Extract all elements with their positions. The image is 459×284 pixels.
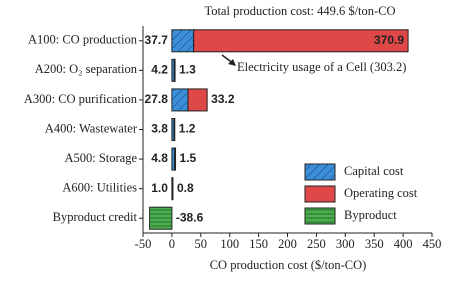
annotation-text: Electricity usage of a Cell (303.2): [237, 60, 406, 74]
x-tick-label: 50: [195, 237, 208, 251]
value-label: 370.9: [374, 33, 404, 47]
legend-label: Byproduct: [344, 208, 397, 222]
x-tick-label: 450: [423, 237, 442, 251]
legend-hatch: [305, 208, 335, 224]
bar-hatch: [171, 148, 175, 171]
value-label: 33.2: [211, 92, 235, 106]
x-tick-label: 0: [169, 237, 175, 251]
x-tick-label: 150: [249, 237, 268, 251]
value-label: 27.8: [145, 92, 169, 106]
legend-hatch: [305, 164, 335, 180]
y-tick-label: A300: CO purification: [24, 92, 138, 106]
value-label: 1.5: [180, 151, 197, 165]
x-tick-label: 300: [336, 237, 355, 251]
value-label: 4.2: [151, 63, 168, 77]
bar-hatch: [171, 59, 175, 82]
value-label: 1.0: [151, 181, 168, 195]
value-label: 4.8: [151, 151, 168, 165]
bar-segment: [174, 147, 177, 171]
y-tick-label: A200: O₂ separation: [35, 62, 138, 76]
value-label: 1.2: [179, 122, 196, 136]
y-tick-label: A100: CO production: [28, 33, 138, 47]
value-label: 37.7: [145, 33, 169, 47]
value-label: 0.8: [177, 181, 194, 195]
bar-segment: [173, 58, 176, 82]
bar-segment: [193, 29, 409, 53]
x-tick-label: 100: [220, 237, 239, 251]
y-tick-label: A500: Storage: [64, 151, 137, 165]
bar-hatch: [171, 29, 194, 52]
y-tick-label: A400: Wastewater: [45, 121, 138, 135]
chart-title: Total production cost: 449.6 $/ton-CO: [204, 4, 395, 18]
x-tick-label: 200: [278, 237, 297, 251]
x-tick-label: -50: [135, 237, 152, 251]
legend-label: Operating cost: [344, 186, 418, 200]
legend-label: Capital cost: [344, 164, 404, 178]
annotation-arrow-head: [228, 59, 236, 66]
x-tick-label: 250: [307, 237, 326, 251]
y-tick-label: Byproduct credit: [53, 210, 138, 224]
bar-hatch: [171, 88, 188, 111]
bar-segment: [173, 118, 176, 141]
bar-segment: [187, 88, 208, 112]
value-label: 3.8: [151, 122, 168, 136]
x-axis-label: CO production cost ($/ton-CO): [210, 258, 367, 272]
value-label: -38.6: [176, 210, 204, 224]
legend-swatch: [304, 185, 336, 203]
x-tick-label: 350: [365, 237, 384, 251]
y-tick-label: A600: Utilities: [62, 181, 137, 195]
value-label: 1.3: [179, 63, 196, 77]
bar-hatch: [171, 118, 175, 141]
bar-hatch: [149, 207, 172, 230]
x-tick-label: 400: [394, 237, 413, 251]
